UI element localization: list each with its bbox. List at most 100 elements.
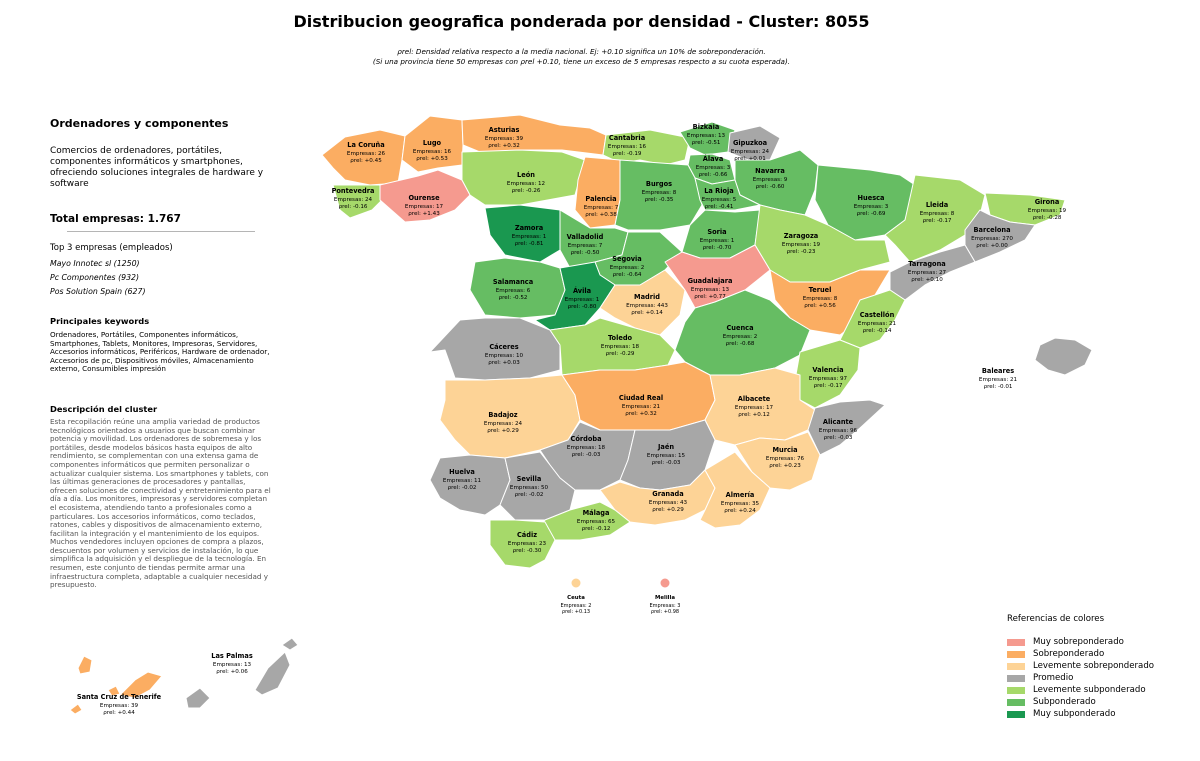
province-rho: ρrel: +0.29: [487, 428, 519, 434]
top-company-item: Mayo Innotec sl (1250): [50, 259, 140, 268]
legend-item: Levemente subponderado: [1007, 684, 1154, 696]
province-shape-baleares[interactable]: [1034, 337, 1093, 376]
province-empresas: Empresas: 24: [731, 149, 770, 155]
legend-swatch: [1007, 650, 1025, 658]
province-name: La Rioja: [704, 187, 734, 195]
province-empresas: Empresas: 24: [484, 421, 523, 427]
province-empresas: Empresas: 17: [735, 405, 774, 411]
province-rho: ρrel: -0.14: [863, 328, 892, 334]
province-name: Badajoz: [488, 411, 517, 419]
province-shape-lleida[interactable]: [884, 174, 986, 263]
province-name: Palencia: [585, 195, 616, 203]
province-shape-madrid[interactable]: [599, 269, 686, 336]
province-empresas: Empresas: 35: [721, 501, 760, 507]
province-name: Barcelona: [973, 226, 1010, 234]
province-rho: ρrel: -0.50: [571, 250, 600, 256]
province-shape-santa-cruz-de-tenerife[interactable]: [69, 655, 163, 715]
province-empresas: Empresas: 21: [979, 377, 1018, 383]
province-empresas: Empresas: 6: [496, 288, 531, 294]
province-name: Ciudad Real: [619, 394, 663, 402]
province-rho: ρrel: -0.03: [572, 452, 601, 458]
province-name: Málaga: [583, 509, 610, 517]
province-rho: ρrel: +0.14: [631, 310, 663, 316]
province-shape-asturias[interactable]: [461, 114, 607, 156]
province-empresas: Empresas: 8: [803, 296, 838, 302]
province-empresas: Empresas: 43: [649, 500, 688, 506]
province-empresas: Empresas: 8: [920, 211, 955, 217]
province-rho: ρrel: +0.23: [769, 463, 801, 469]
divider: [67, 231, 255, 232]
province-empresas: Empresas: 18: [601, 344, 640, 350]
province-empresas: Empresas: 9: [753, 177, 788, 183]
province-empresas: Empresas: 11: [443, 478, 482, 484]
legend-label: Sobreponderado: [1033, 649, 1105, 659]
province-empresas: Empresas: 3: [650, 603, 681, 609]
province-rho: ρrel: +0.32: [625, 411, 657, 417]
province-empresas: Empresas: 21: [858, 321, 897, 327]
province-empresas: Empresas: 76: [766, 456, 805, 462]
province-name: Valencia: [812, 366, 843, 374]
province-empresas: Empresas: 27: [908, 270, 947, 276]
province-rho: ρrel: -0.81: [515, 241, 544, 247]
province-shape-barcelona[interactable]: [964, 209, 1036, 263]
province-name: Navarra: [755, 167, 785, 175]
province-name: Salamanca: [493, 278, 533, 286]
province-shape-caceres[interactable]: [429, 317, 561, 381]
province-shape-cuenca[interactable]: [674, 289, 811, 376]
province-shape-ceuta[interactable]: [570, 577, 582, 589]
top-company-item: Pc Componentes (932): [50, 273, 140, 282]
province-rho: ρrel: -0.28: [1033, 215, 1062, 221]
cluster-description-text: Esta recopilación reúne una amplia varie…: [50, 416, 271, 590]
province-empresas: Empresas: 96: [819, 428, 858, 434]
province-empresas: Empresas: 13: [691, 287, 730, 293]
province-rho: ρrel: +1.43: [408, 211, 440, 217]
legend-item: Levemente sobreponderado: [1007, 660, 1154, 672]
province-shape-las-palmas[interactable]: [185, 637, 299, 709]
province-shape-burgos[interactable]: [614, 159, 703, 231]
province-name: Albacete: [738, 395, 771, 403]
province-shape-ourense[interactable]: [379, 169, 471, 223]
province-rho: ρrel: -0.17: [923, 218, 952, 224]
province-empresas: Empresas: 1: [512, 234, 547, 240]
legend-label: Subponderado: [1033, 697, 1096, 707]
province-empresas: Empresas: 16: [413, 149, 452, 155]
province-rho: ρrel: -0.60: [756, 184, 785, 190]
province-shape-cadiz[interactable]: [489, 519, 556, 569]
province-rho: ρrel: -0.29: [606, 351, 635, 357]
province-name: Teruel: [809, 286, 832, 294]
province-shape-almeria[interactable]: [699, 451, 771, 529]
province-name: Pontevedra: [332, 187, 375, 195]
province-empresas: Empresas: 17: [405, 204, 444, 210]
province-empresas: Empresas: 13: [213, 662, 252, 668]
province-empresas: Empresas: 39: [100, 703, 139, 709]
province-name: Lleida: [926, 201, 948, 209]
province-empresas: Empresas: 3: [696, 165, 731, 171]
province-rho: ρrel: -0.68: [726, 341, 755, 347]
province-rho: ρrel: -0.64: [613, 272, 642, 278]
province-name: Sevilla: [517, 475, 542, 483]
province-shape-valencia[interactable]: [794, 339, 861, 409]
province-shape-alicante[interactable]: [807, 399, 886, 456]
province-shape-tarragona[interactable]: [889, 244, 976, 301]
province-rho: ρrel: -0.66: [699, 172, 728, 178]
province-name: Melilla: [655, 595, 675, 601]
province-empresas: Empresas: 23: [508, 541, 547, 547]
province-shape-huelva[interactable]: [429, 454, 511, 516]
legend-label: Muy subponderado: [1033, 709, 1116, 719]
province-empresas: Empresas: 24: [334, 197, 373, 203]
province-name: Burgos: [646, 180, 672, 188]
province-name: León: [517, 171, 535, 179]
province-rho: ρrel: +0.53: [416, 156, 448, 162]
province-shape-leon[interactable]: [461, 149, 586, 206]
province-rho: ρrel: +0.03: [488, 360, 520, 366]
province-rho: ρrel: -0.51: [692, 140, 721, 146]
province-shape-melilla[interactable]: [659, 577, 671, 589]
province-shape-la-coruna[interactable]: [321, 129, 406, 186]
province-shape-toledo[interactable]: [549, 317, 676, 376]
province-rho: ρrel: -0.19: [613, 151, 642, 157]
top3-heading: Top 3 empresas (empleados): [50, 243, 173, 253]
keywords-text: Ordenadores, Portátiles, Componentes inf…: [50, 330, 270, 374]
province-empresas: Empresas: 443: [626, 303, 668, 309]
province-shape-zamora[interactable]: [484, 204, 561, 263]
